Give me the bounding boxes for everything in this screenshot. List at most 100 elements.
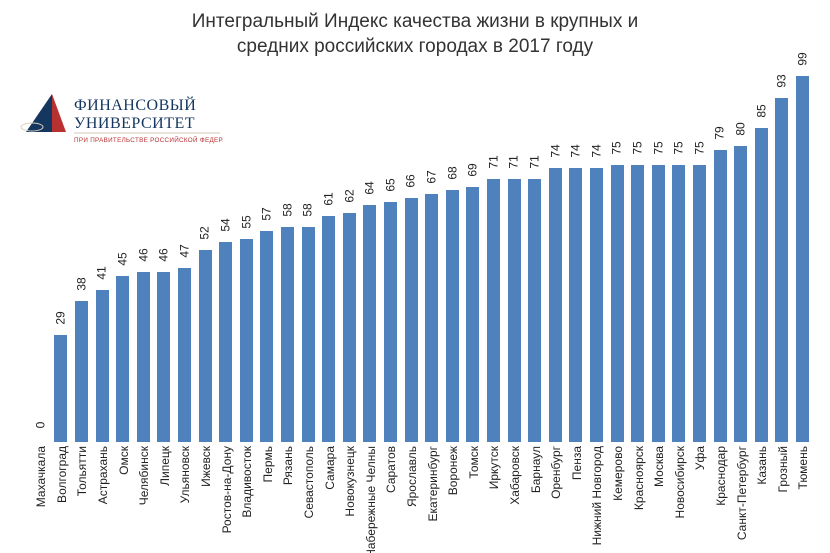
- bar-value-label: 46: [154, 248, 175, 270]
- bar-category-label: Владивосток: [240, 442, 254, 518]
- bar: [96, 290, 109, 442]
- bar-value-label: 45: [112, 252, 133, 274]
- bar-category-label: Иркутск: [487, 442, 501, 489]
- bar: [116, 276, 129, 443]
- bar-value-label: 38: [71, 277, 92, 299]
- bar-value-label: 93: [772, 74, 793, 96]
- bar-category-label: Нижний Новгород: [590, 442, 604, 545]
- bar: [178, 268, 191, 442]
- bar-value-label: 75: [607, 141, 628, 163]
- bar: [54, 335, 67, 442]
- bar-category-label: Санкт-Петербург: [735, 442, 749, 540]
- bar: [384, 202, 397, 443]
- bar: [157, 272, 170, 442]
- bar: [734, 146, 747, 442]
- bar-value-label: 55: [236, 215, 257, 237]
- bar-value-label: 79: [710, 126, 731, 148]
- bar-category-label: Махачкала: [34, 442, 48, 507]
- bar-value-label: 58: [298, 203, 319, 225]
- bar-value-label: 69: [463, 163, 484, 185]
- bar-category-label: Омск: [117, 442, 131, 475]
- bar-value-label: 61: [318, 192, 339, 214]
- bar: [672, 165, 685, 443]
- bar: [528, 179, 541, 442]
- bar: [75, 301, 88, 442]
- bar-category-label: Томск: [467, 442, 481, 479]
- bar-chart: 0Махачкала29Волгоград38Тольятти41Астраха…: [30, 72, 814, 442]
- bar-value-label: 46: [133, 248, 154, 270]
- bar: [611, 165, 624, 443]
- bar: [569, 168, 582, 442]
- bar-category-label: Набережные Челны: [364, 442, 378, 553]
- bar-category-label: Волгоград: [55, 442, 69, 503]
- bar-value-label: 64: [360, 181, 381, 203]
- chart-title-line2: средних российских городах в 2017 году: [237, 36, 593, 57]
- bar: [219, 242, 232, 442]
- bar-category-label: Грозный: [776, 442, 790, 493]
- bar: [549, 168, 562, 442]
- bar: [775, 98, 788, 442]
- bar: [590, 168, 603, 442]
- bar-category-label: Челябинск: [137, 442, 151, 505]
- bar-category-label: Тольятти: [75, 442, 89, 496]
- bar: [755, 128, 768, 443]
- bar-value-label: 75: [648, 141, 669, 163]
- bar: [693, 165, 706, 443]
- bar-value-label: 57: [257, 207, 278, 229]
- bar: [714, 150, 727, 442]
- bar-value-label: 80: [730, 122, 751, 144]
- bar: [446, 190, 459, 442]
- chart-title: Интегральный Индекс качества жизни в кру…: [0, 10, 830, 59]
- bar-value-label: 75: [689, 141, 710, 163]
- bar-category-label: Воронеж: [446, 442, 460, 495]
- bar-value-label: 67: [421, 170, 442, 192]
- bar-value-label: 71: [504, 155, 525, 177]
- bar: [302, 227, 315, 442]
- bar-value-label: 0: [30, 418, 51, 440]
- bar: [652, 165, 665, 443]
- bar: [487, 179, 500, 442]
- bar-value-label: 71: [524, 155, 545, 177]
- bar: [322, 216, 335, 442]
- bar-value-label: 74: [545, 144, 566, 166]
- bar-category-label: Казань: [755, 442, 769, 485]
- bar-category-label: Липецк: [158, 442, 172, 486]
- bar: [796, 76, 809, 442]
- bar-value-label: 99: [792, 52, 813, 74]
- bar-category-label: Ярославль: [405, 442, 419, 507]
- bar-category-label: Пенза: [570, 442, 584, 480]
- bar: [466, 187, 479, 442]
- bar-value-label: 52: [195, 226, 216, 248]
- bar-value-label: 71: [483, 155, 504, 177]
- bar-category-label: Рязань: [281, 442, 295, 485]
- bar-category-label: Ижевск: [199, 442, 213, 487]
- bar-value-label: 58: [277, 203, 298, 225]
- bar: [281, 227, 294, 442]
- bar-value-label: 29: [51, 311, 72, 333]
- bar-category-label: Хабаровск: [508, 442, 522, 505]
- bar-value-label: 62: [339, 189, 360, 211]
- bar-category-label: Екатеринбург: [426, 442, 440, 522]
- bar: [405, 198, 418, 442]
- bar-value-label: 75: [627, 141, 648, 163]
- bar-category-label: Барнаул: [529, 442, 543, 493]
- bar-category-label: Новосибирск: [673, 442, 687, 518]
- bar-category-label: Кемерово: [611, 442, 625, 501]
- bar-value-label: 74: [566, 144, 587, 166]
- bar-value-label: 85: [751, 104, 772, 126]
- bar-category-label: Новокузнецк: [343, 442, 357, 517]
- bar-category-label: Красноярск: [632, 442, 646, 510]
- bar-value-label: 66: [401, 174, 422, 196]
- bar-category-label: Тюмень: [796, 442, 810, 489]
- bar-category-label: Оренбург: [549, 442, 563, 499]
- chart-title-line1: Интегральный Индекс качества жизни в кру…: [192, 11, 638, 32]
- bar: [631, 165, 644, 443]
- bar-category-label: Ульяновск: [178, 442, 192, 503]
- bar-value-label: 75: [669, 141, 690, 163]
- bar: [425, 194, 438, 442]
- bar-value-label: 74: [586, 144, 607, 166]
- bar-value-label: 65: [380, 178, 401, 200]
- bar: [240, 239, 253, 443]
- bar-value-label: 54: [215, 218, 236, 240]
- bar-category-label: Москва: [652, 442, 666, 487]
